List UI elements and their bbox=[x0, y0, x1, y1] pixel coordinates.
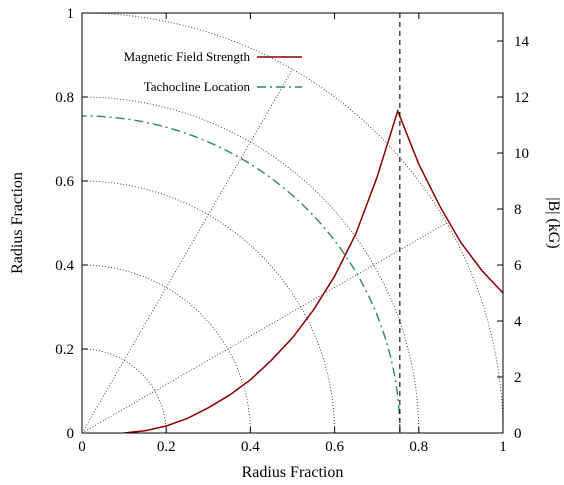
y-right-tick-label: 8 bbox=[514, 202, 522, 218]
x-tick-label: 0.6 bbox=[325, 439, 344, 455]
grid-radial-line bbox=[82, 222, 447, 433]
x-tick-label: 0.8 bbox=[409, 439, 428, 455]
legend-label: Magnetic Field Strength bbox=[124, 49, 251, 64]
y-right-tick-label: 6 bbox=[514, 258, 522, 274]
x-tick-label: 0 bbox=[78, 439, 86, 455]
polar-grid bbox=[82, 13, 503, 433]
y-right-tick-label: 14 bbox=[514, 34, 530, 50]
ticks-layer bbox=[81, 12, 504, 434]
legend-label: Tachocline Location bbox=[144, 79, 251, 94]
y-left-tick-label: 1 bbox=[67, 6, 75, 22]
grid-arc bbox=[82, 348, 167, 433]
grid-arc bbox=[82, 180, 336, 433]
labels-layer: 0 0.2 0.4 0.6 0.8 100.20.40.60.8102468101214R… bbox=[9, 6, 562, 481]
y-left-axis-title: Radius Fraction bbox=[9, 172, 26, 274]
y-right-tick-label: 2 bbox=[514, 370, 522, 386]
y-left-tick-label: 0.6 bbox=[55, 174, 74, 190]
series-line-magnetic-field bbox=[124, 108, 503, 433]
grid-arc bbox=[82, 96, 420, 433]
y-right-tick-label: 0 bbox=[514, 426, 522, 442]
series-line-tachocline bbox=[82, 115, 401, 433]
grid-arc bbox=[82, 264, 251, 433]
series-layer bbox=[82, 13, 503, 433]
y-left-tick-label: 0 bbox=[67, 426, 75, 442]
x-tick-label: 1 bbox=[499, 439, 507, 455]
x-axis-title: Radius Fraction bbox=[242, 464, 344, 481]
plot-frame bbox=[81, 12, 504, 434]
plot-clip-group bbox=[82, 13, 503, 433]
x-tick-label: 0.2 bbox=[157, 439, 176, 455]
y-right-tick-label: 4 bbox=[514, 314, 522, 330]
grid-arc bbox=[82, 13, 503, 433]
x-tick-label: 0.4 bbox=[241, 439, 260, 455]
y-left-tick-label: 0.8 bbox=[55, 90, 74, 106]
grid-radial-line bbox=[82, 69, 293, 433]
legend: Magnetic Field Strength Tachocline Locati… bbox=[124, 49, 302, 94]
y-left-tick-label: 0.2 bbox=[55, 342, 74, 358]
y-right-axis-title: |B| (kG) bbox=[545, 197, 562, 248]
y-left-tick-label: 0.4 bbox=[55, 258, 74, 274]
y-right-tick-label: 12 bbox=[514, 90, 529, 106]
y-right-tick-label: 10 bbox=[514, 146, 529, 162]
